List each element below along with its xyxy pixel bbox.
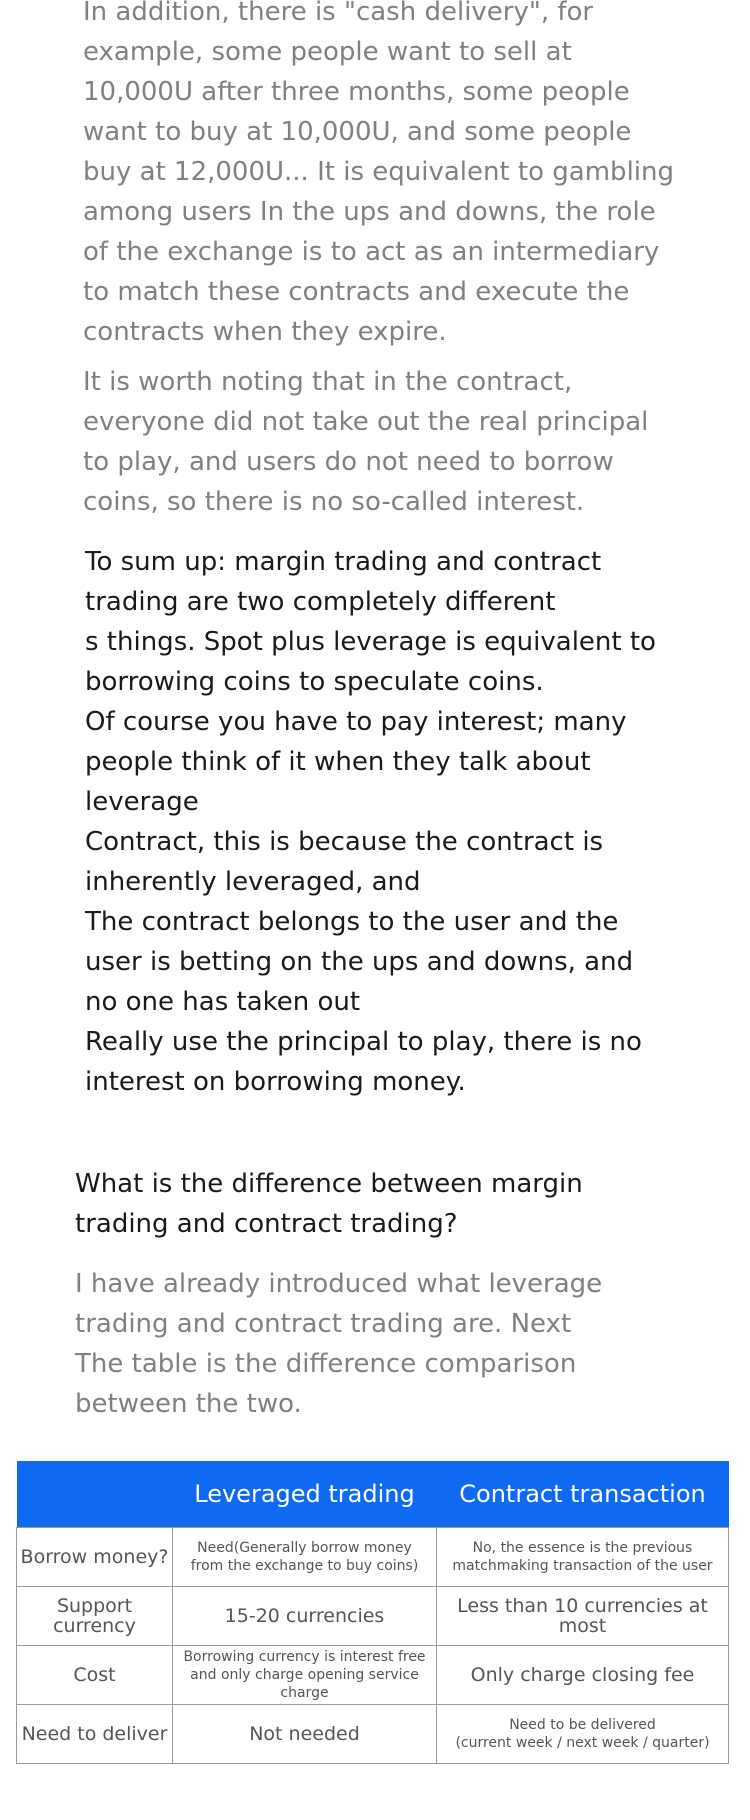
- header-leveraged-trading: Leveraged trading: [172, 1461, 437, 1528]
- table-row: Need to deliver Not needed Need to be de…: [16, 1704, 729, 1764]
- contract-cell: Need to be delivered (current week / nex…: [436, 1704, 729, 1764]
- header-empty-cell: [16, 1461, 173, 1528]
- table-row: Borrow money? Need(Generally borrow mone…: [16, 1527, 729, 1587]
- comparison-table: Leveraged trading Contract transaction B…: [16, 1461, 729, 1764]
- table-row: Cost Borrowing currency is interest free…: [16, 1645, 729, 1705]
- row-label: Support currency: [16, 1586, 173, 1646]
- leveraged-cell: Borrowing currency is interest free and …: [172, 1645, 437, 1705]
- contract-cell: Less than 10 currencies at most: [436, 1586, 729, 1646]
- contract-cell: No, the essence is the previous matchmak…: [436, 1527, 729, 1587]
- section-heading: What is the difference between margin tr…: [75, 1169, 583, 1239]
- contract-cell: Only charge closing fee: [436, 1645, 729, 1705]
- row-label: Need to deliver: [16, 1704, 173, 1764]
- row-label: Borrow money?: [16, 1527, 173, 1587]
- leveraged-cell: Need(Generally borrow money from the exc…: [172, 1527, 437, 1587]
- header-contract-transaction: Contract transaction: [436, 1461, 729, 1528]
- leveraged-cell: 15-20 currencies: [172, 1586, 437, 1646]
- table-header-row: Leveraged trading Contract transaction: [16, 1461, 729, 1528]
- paragraph-table-intro: I have already introduced what leverage …: [75, 1269, 603, 1419]
- paragraph-summary: To sum up: margin trading and contract t…: [85, 547, 656, 1097]
- table-row: Support currency 15-20 currencies Less t…: [16, 1586, 729, 1646]
- paragraph-cash-delivery: In addition, there is "cash delivery", f…: [83, 0, 674, 347]
- leveraged-cell: Not needed: [172, 1704, 437, 1764]
- row-label: Cost: [16, 1645, 173, 1705]
- paragraph-no-interest: It is worth noting that in the contract,…: [83, 367, 649, 517]
